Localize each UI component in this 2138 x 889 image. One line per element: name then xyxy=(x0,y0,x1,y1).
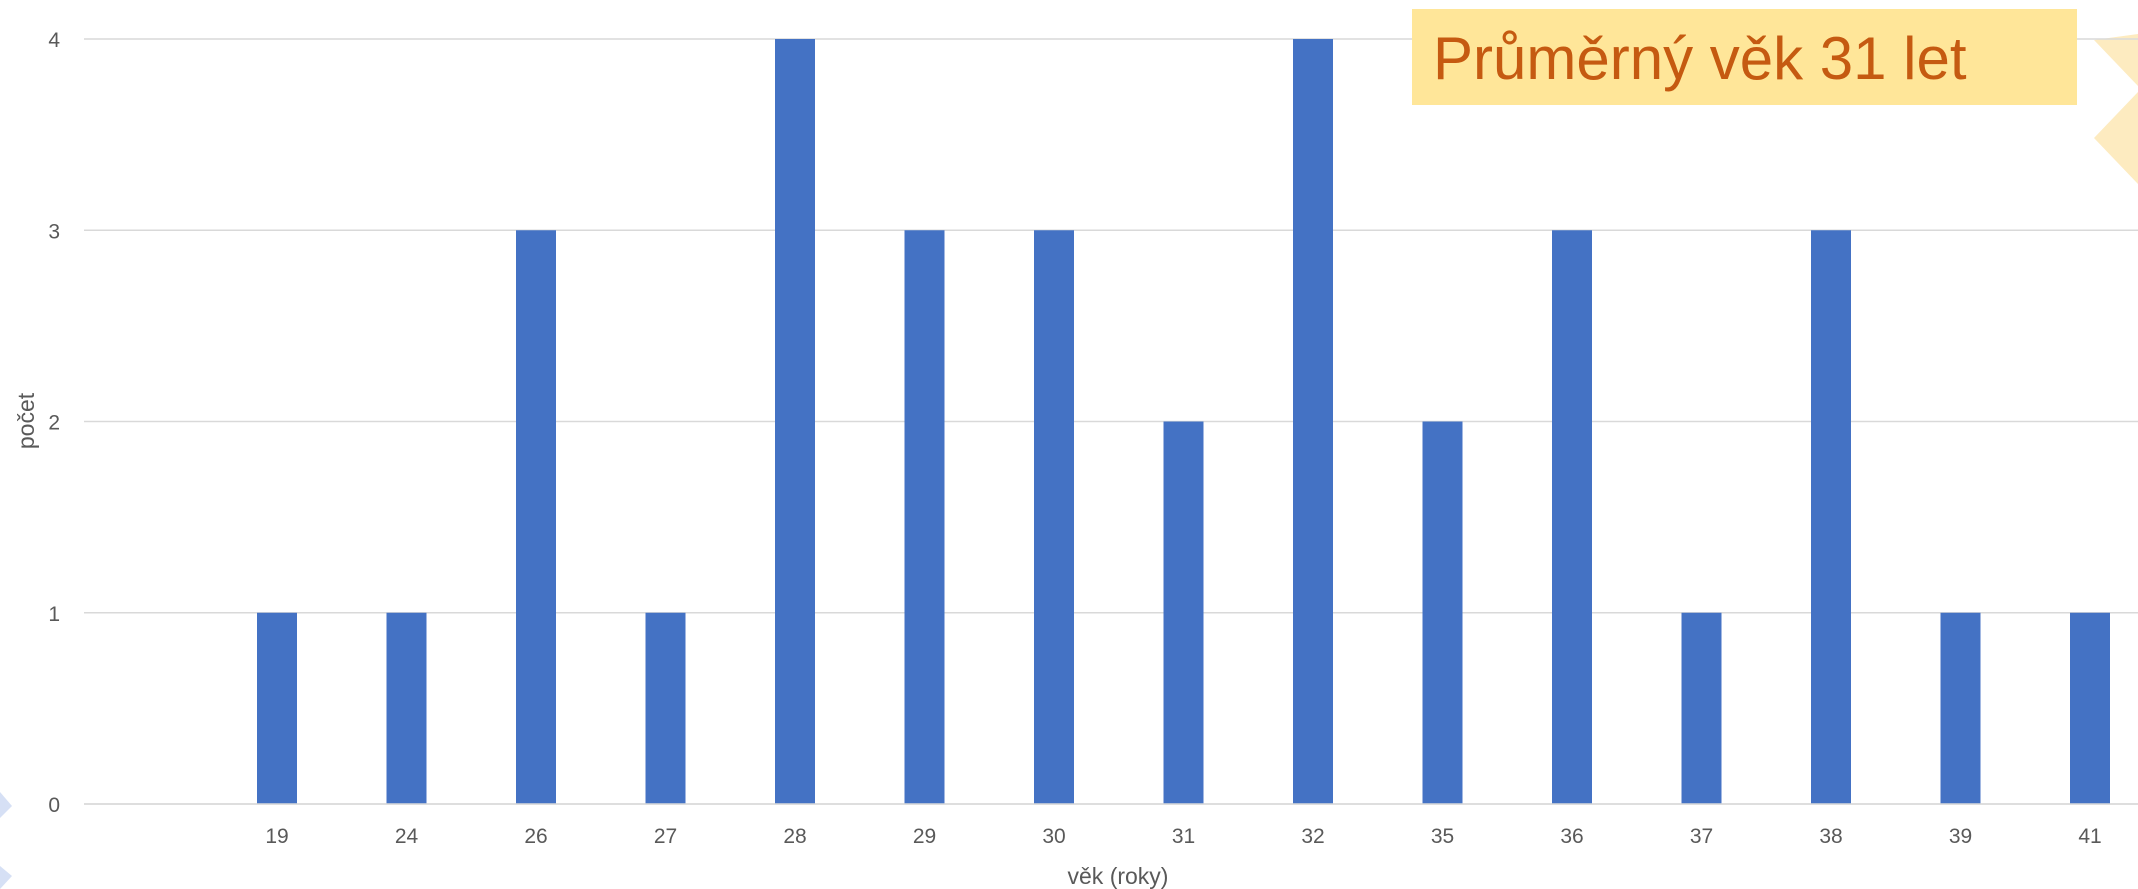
bar-35 xyxy=(1422,421,1463,804)
bar-26 xyxy=(516,230,556,804)
bars xyxy=(84,39,2138,805)
bar-28 xyxy=(775,39,815,804)
x-tick-label: 31 xyxy=(1172,825,1195,848)
y-axis-label: počet xyxy=(13,392,39,449)
bar-38 xyxy=(1811,230,1851,804)
bar-41 xyxy=(2070,612,2110,804)
x-tick-label: 41 xyxy=(2078,825,2101,848)
bar-31 xyxy=(1163,421,1204,804)
y-tick-label: 2 xyxy=(48,412,60,435)
x-tick-label: 30 xyxy=(1042,825,1065,848)
y-tick-label: 4 xyxy=(48,29,60,52)
y-axis-ticks: 0 1 2 3 4 xyxy=(48,29,60,817)
bar-36 xyxy=(1552,230,1592,804)
average-age-callout: Průměrný věk 31 let xyxy=(1412,9,2077,105)
callout-text: Průměrný věk 31 let xyxy=(1433,25,1967,92)
bar-19 xyxy=(257,612,297,804)
y-tick-label: 1 xyxy=(48,603,60,626)
bar-30 xyxy=(1034,230,1074,804)
x-tick-label: 37 xyxy=(1690,825,1713,848)
x-tick-label: 39 xyxy=(1949,825,1972,848)
x-tick-label: 26 xyxy=(524,825,547,848)
x-axis-label: věk (roky) xyxy=(1068,863,1169,889)
x-tick-label: 35 xyxy=(1431,825,1454,848)
decor-chevron-bottom-left-2 xyxy=(0,866,12,889)
bar-27 xyxy=(645,612,686,804)
bar-29 xyxy=(904,230,945,804)
x-tick-label: 38 xyxy=(1819,825,1842,848)
bar-37 xyxy=(1681,612,1722,804)
x-axis-ticks: 19 24 26 27 28 29 30 31 32 35 36 37 38 39 41 xyxy=(265,825,2101,848)
y-tick-label: 0 xyxy=(48,794,60,817)
decor-chevron-mid-right xyxy=(2094,92,2138,184)
x-tick-label: 24 xyxy=(395,825,419,848)
decor-chevron-top-right xyxy=(2094,34,2138,86)
x-tick-label: 29 xyxy=(913,825,936,848)
x-tick-label: 36 xyxy=(1560,825,1583,848)
bar-39 xyxy=(1940,612,1981,804)
x-tick-label: 19 xyxy=(265,825,288,848)
x-tick-label: 28 xyxy=(783,825,806,848)
decorative-shapes xyxy=(0,34,2138,889)
decor-chevron-bottom-left-1 xyxy=(0,792,12,818)
bar-24 xyxy=(386,612,427,804)
x-tick-label: 32 xyxy=(1301,825,1324,848)
callout-box xyxy=(1412,9,2077,105)
y-tick-label: 3 xyxy=(48,220,60,243)
bar-32 xyxy=(1293,39,1333,804)
x-tick-label: 27 xyxy=(654,825,677,848)
